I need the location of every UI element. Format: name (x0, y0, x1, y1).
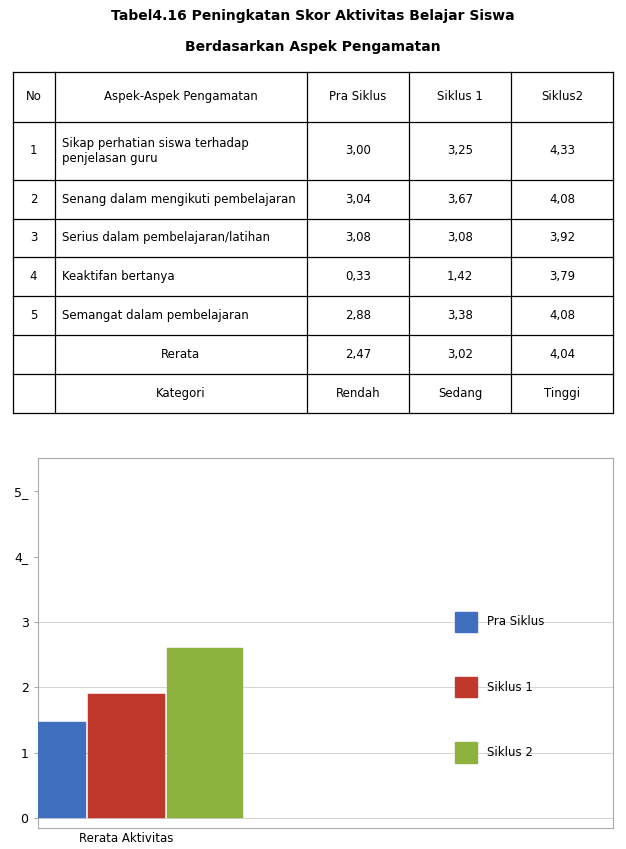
Text: Kategori: Kategori (156, 387, 205, 400)
Text: 3,38: 3,38 (448, 309, 473, 322)
Text: Tinggi: Tinggi (545, 387, 580, 400)
Text: Berdasarkan Aspek Pengamatan: Berdasarkan Aspek Pengamatan (185, 40, 441, 53)
Text: 4,33: 4,33 (550, 144, 575, 157)
Text: 1,42: 1,42 (447, 270, 473, 284)
Text: Rendah: Rendah (336, 387, 381, 400)
Text: 3,08: 3,08 (448, 232, 473, 245)
Bar (10, 722, 86, 818)
Text: Sedang: Sedang (438, 387, 483, 400)
Text: Rerata: Rerata (162, 348, 200, 361)
Text: Keaktifan bertanya: Keaktifan bertanya (62, 270, 175, 284)
Bar (167, 648, 243, 818)
Text: 2: 2 (30, 193, 38, 205)
Text: Siklus 1: Siklus 1 (488, 681, 533, 694)
Text: 3,67: 3,67 (447, 193, 473, 205)
Text: Pra Siklus: Pra Siklus (488, 616, 545, 628)
Bar (455, 678, 477, 697)
Text: 4: 4 (30, 270, 38, 284)
Bar (88, 694, 165, 818)
Bar (455, 612, 477, 632)
Text: 5: 5 (30, 309, 37, 322)
Text: Siklus 2: Siklus 2 (488, 746, 533, 759)
Text: 3,00: 3,00 (345, 144, 371, 157)
Text: 3,79: 3,79 (550, 270, 575, 284)
Text: 3: 3 (30, 232, 37, 245)
Text: 2,88: 2,88 (345, 309, 371, 322)
Text: Sikap perhatian siswa terhadap
penjelasan guru: Sikap perhatian siswa terhadap penjelasa… (62, 137, 249, 165)
Text: 1: 1 (30, 144, 38, 157)
Text: No: No (26, 90, 41, 104)
Text: 3,02: 3,02 (447, 348, 473, 361)
Text: 4,08: 4,08 (550, 309, 575, 322)
Text: Siklus2: Siklus2 (541, 90, 583, 104)
Bar (455, 742, 477, 762)
Text: 3,08: 3,08 (345, 232, 371, 245)
Text: 0,33: 0,33 (345, 270, 371, 284)
Text: Senang dalam mengikuti pembelajaran: Senang dalam mengikuti pembelajaran (62, 193, 296, 205)
Text: Semangat dalam pembelajaran: Semangat dalam pembelajaran (62, 309, 249, 322)
Text: Siklus 1: Siklus 1 (438, 90, 483, 104)
Text: 4,04: 4,04 (550, 348, 575, 361)
Text: Aspek-Aspek Pengamatan: Aspek-Aspek Pengamatan (104, 90, 258, 104)
Text: 3,92: 3,92 (550, 232, 575, 245)
Text: 4,08: 4,08 (550, 193, 575, 205)
Text: 3,04: 3,04 (345, 193, 371, 205)
Text: Tabel4.16 Peningkatan Skor Aktivitas Belajar Siswa: Tabel4.16 Peningkatan Skor Aktivitas Bel… (111, 8, 515, 23)
Text: 3,25: 3,25 (447, 144, 473, 157)
Text: Pra Siklus: Pra Siklus (329, 90, 387, 104)
Text: Serius dalam pembelajaran/latihan: Serius dalam pembelajaran/latihan (62, 232, 270, 245)
Text: 2,47: 2,47 (345, 348, 371, 361)
